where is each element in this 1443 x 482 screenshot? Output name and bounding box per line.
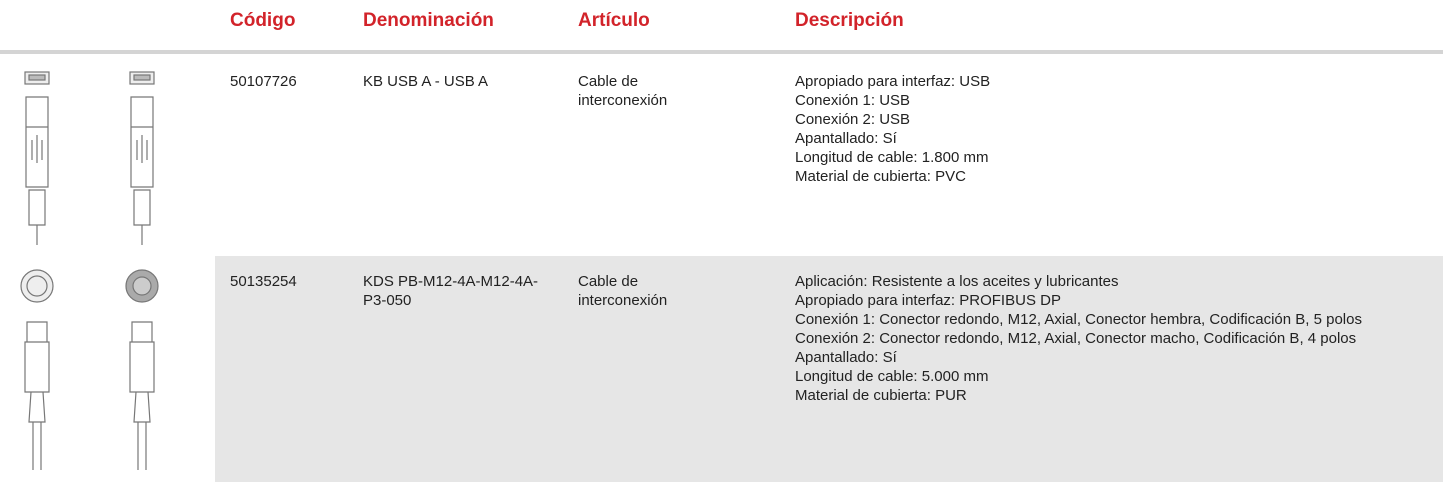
description-line: Apropiado para interfaz: PROFIBUS DP: [795, 292, 1061, 309]
name-cell: KDS PB-M12-4A-M12-4A-P3-050: [363, 273, 539, 309]
article-cell: Cable de interconexión: [578, 273, 668, 309]
column-header: Denominación: [363, 10, 494, 31]
m12-icon: [20, 269, 54, 470]
description-line: Conexión 2: USB: [795, 111, 911, 128]
column-header: Artículo: [578, 10, 650, 31]
m12-icon: [125, 269, 159, 470]
description-line: Conexión 1: USB: [795, 92, 911, 109]
header-rule: [0, 50, 1443, 54]
article-cell: Cable de interconexión: [578, 73, 668, 109]
usb-icon: [129, 71, 155, 245]
code-cell: 50107726: [230, 73, 297, 90]
usb-icon: [24, 71, 50, 245]
name-cell: KB USB A - USB A: [363, 73, 489, 90]
table-row: 50107726 KB USB A - USB A Cable de interco…: [215, 56, 1443, 252]
description-line: Conexión 1: Conector redondo, M12, Axial…: [795, 311, 1362, 328]
description-line: Conexión 2: Conector redondo, M12, Axial…: [795, 330, 1357, 347]
description-line: Apropiado para interfaz: USB: [795, 73, 991, 90]
product-images: [20, 71, 159, 470]
description-cell: Apropiado para interfaz: USB Conexión 1: …: [795, 72, 1437, 186]
description-line: Apantallado: Sí: [795, 130, 897, 147]
description-line: Aplicación: Resistente a los aceites y l…: [795, 273, 1119, 290]
code-cell: 50135254: [230, 273, 297, 290]
column-header: Código: [230, 10, 296, 31]
description-line: Apantallado: Sí: [795, 349, 897, 366]
column-header: Descripción: [795, 10, 904, 31]
description-line: Longitud de cable: 1.800 mm: [795, 149, 989, 166]
description-line: Longitud de cable: 5.000 mm: [795, 368, 989, 385]
description-line: Material de cubierta: PVC: [795, 168, 966, 185]
description-line: Material de cubierta: PUR: [795, 387, 967, 404]
table-row: 50135254 KDS PB-M12-4A-M12-4A-P3-050 Cable…: [215, 256, 1443, 482]
description-cell: Aplicación: Resistente a los aceites y l…: [795, 272, 1437, 405]
